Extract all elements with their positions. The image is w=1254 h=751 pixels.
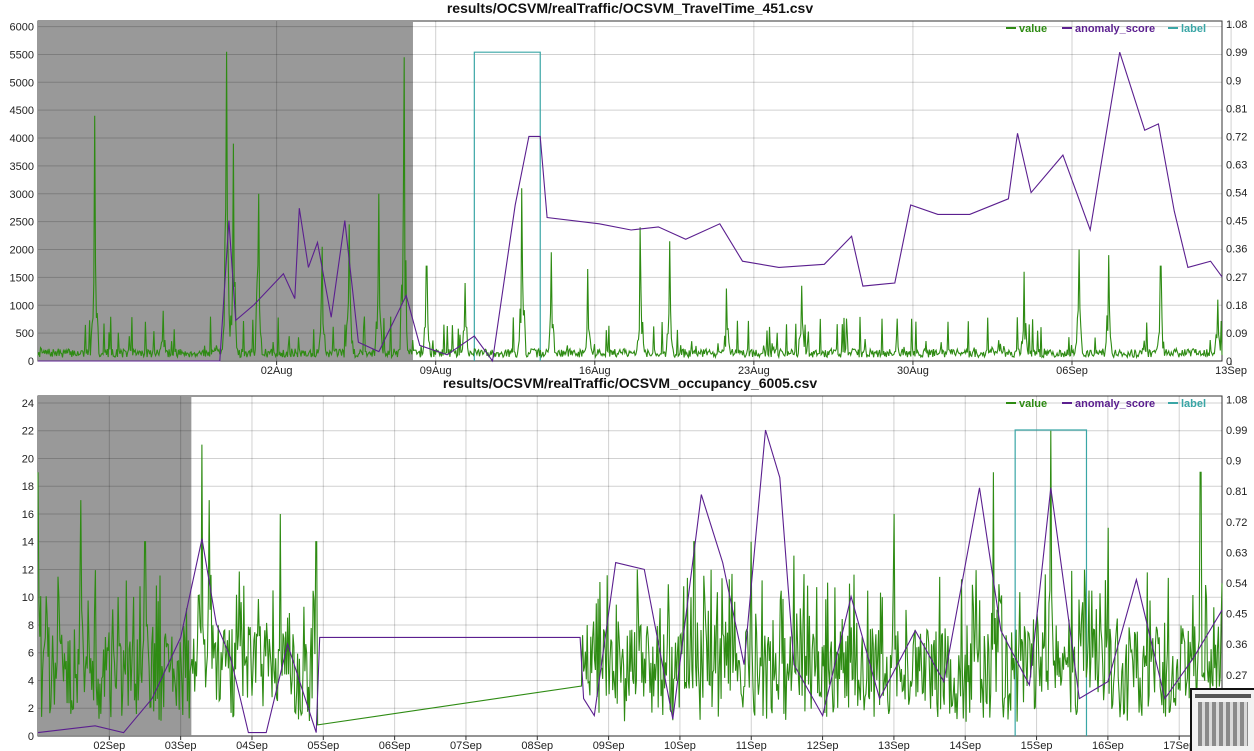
y-right-tick-label: 0.63 [1226,159,1247,171]
y-left-tick-label: 2000 [10,245,34,257]
x-tick-label: 30Aug [897,365,929,377]
y-right-tick-label: 0.9 [1226,75,1241,87]
y-left-tick-label: 8 [28,620,34,632]
y-left-tick-label: 5500 [10,49,34,61]
y-right-tick-label: 1.08 [1226,394,1247,406]
x-tick-label: 03Sep [165,740,197,751]
y-left-tick-label: 5000 [10,77,34,89]
y-left-tick-label: 4 [28,675,34,687]
thumbnail-preview[interactable] [1190,688,1254,751]
y-right-tick-label: 0.27 [1226,272,1247,284]
y-right-tick-label: 0.36 [1226,244,1247,256]
chart-title: results/OCSVM/realTraffic/OCSVM_occupanc… [443,375,817,391]
y-right-tick-label: 0.09 [1226,328,1247,340]
y-right-tick-label: 0.54 [1226,578,1247,590]
thumbnail-image [1198,702,1248,746]
y-left-tick-label: 2500 [10,217,34,229]
x-tick-label: 09Sep [593,740,625,751]
y-left-tick-label: 18 [22,481,34,493]
x-tick-label: 08Sep [521,740,553,751]
x-tick-label: 07Sep [450,740,482,751]
y-left-tick-label: 0 [28,356,34,368]
y-left-tick-label: 10 [22,592,34,604]
y-right-tick-label: 0.18 [1226,300,1247,312]
y-left-tick-label: 0 [28,731,34,743]
y-left-tick-label: 20 [22,453,34,465]
y-left-tick-label: 6000 [10,22,34,34]
y-left-tick-label: 16 [22,509,34,521]
y-left-tick-label: 12 [22,564,34,576]
x-tick-label: 04Sep [236,740,268,751]
y-right-tick-label: 0.63 [1226,547,1247,559]
x-tick-label: 02Sep [93,740,125,751]
y-right-tick-label: 0.45 [1226,609,1247,621]
legend-value-text: value [1019,23,1047,35]
value-series-line [37,430,1223,726]
legend-anomaly-score-text: anomaly_score [1075,398,1155,410]
x-tick-label: 13Sep [1215,365,1247,377]
x-tick-label: 17Sep [1163,740,1195,751]
x-tick-label: 11Sep [736,740,767,751]
x-tick-label: 13Sep [878,740,910,751]
label-series-line [1014,429,1088,736]
shaded-region [38,396,192,736]
y-left-tick-label: 22 [22,426,34,438]
y-right-tick-label: 0.9 [1226,456,1241,468]
label-series-line [473,51,541,361]
legend-value-text: value [1019,398,1047,410]
y-left-tick-label: 1000 [10,300,34,312]
y-right-tick-label: 0.81 [1226,486,1247,498]
anomaly-score-series-line [38,52,1223,363]
chart-occupancy: results/OCSVM/realTraffic/OCSVM_occupanc… [22,375,1248,751]
x-tick-label: 15Sep [1021,740,1053,751]
x-tick-label: 16Sep [1092,740,1124,751]
y-left-tick-label: 24 [22,398,34,410]
y-right-tick-label: 0.72 [1226,517,1247,529]
x-tick-label: 06Sep [379,740,411,751]
y-right-tick-label: 0.99 [1226,47,1247,59]
y-right-tick-label: 0.36 [1226,639,1247,651]
legend-label-text: label [1181,398,1206,410]
y-left-tick-label: 14 [22,537,34,549]
y-left-tick-label: 1500 [10,272,34,284]
x-tick-label: 23Aug [738,365,770,377]
anomaly-score-series-line [37,429,1223,734]
thumbnail-bar [1195,694,1251,698]
y-right-tick-label: 1.08 [1226,19,1247,31]
y-left-tick-label: 2 [28,703,34,715]
x-tick-label: 14Sep [949,740,981,751]
y-right-tick-label: 0.99 [1226,425,1247,437]
legend-label-text: label [1181,23,1206,35]
chart-title: results/OCSVM/realTraffic/OCSVM_TravelTi… [447,0,813,16]
x-tick-label: 06Sep [1056,365,1088,377]
y-right-tick-label: 0.45 [1226,216,1247,228]
y-right-tick-label: 0.54 [1226,188,1247,200]
y-right-tick-label: 0.72 [1226,131,1247,143]
y-left-tick-label: 4500 [10,105,34,117]
x-tick-label: 05Sep [307,740,339,751]
y-right-tick-label: 0 [1226,356,1232,368]
y-left-tick-label: 3500 [10,161,34,173]
x-tick-label: 16Aug [579,365,611,377]
legend-anomaly-score-text: anomaly_score [1075,23,1155,35]
x-tick-label: 02Aug [261,365,293,377]
x-tick-label: 12Sep [807,740,839,751]
y-left-tick-label: 4000 [10,133,34,145]
value-series-line [37,51,1223,360]
x-tick-label: 10Sep [664,740,696,751]
y-right-tick-label: 0.27 [1226,670,1247,682]
y-left-tick-label: 6 [28,648,34,660]
x-tick-label: 09Aug [420,365,452,377]
y-left-tick-label: 500 [16,328,34,340]
y-left-tick-label: 3000 [10,189,34,201]
y-right-tick-label: 0.81 [1226,103,1247,115]
chart-traveltime: results/OCSVM/realTraffic/OCSVM_TravelTi… [10,0,1248,377]
